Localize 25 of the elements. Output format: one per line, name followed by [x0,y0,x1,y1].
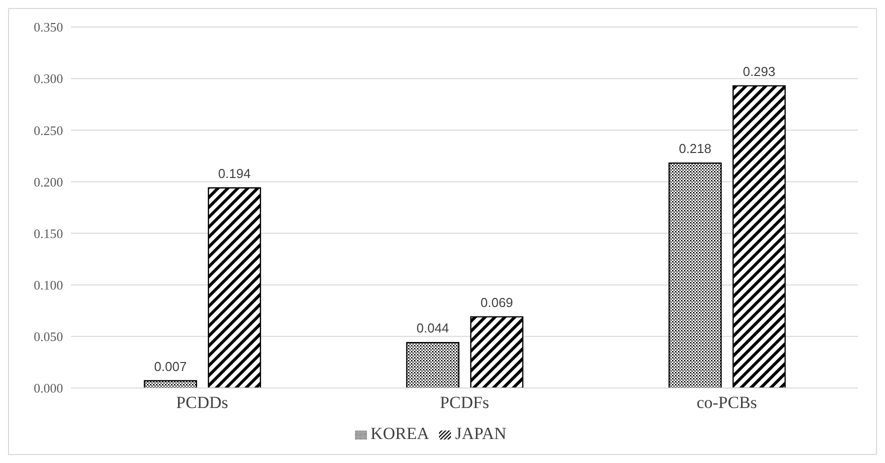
bar [144,380,198,388]
bar [668,162,722,388]
data-label: 0.218 [678,141,712,156]
bar [208,187,262,388]
x-tick-label: PCDDs [176,393,228,412]
data-label: 0.007 [154,358,187,374]
x-tick-label: PCDFs [440,393,490,412]
bar [406,342,460,388]
bar [732,85,786,388]
y-tick-label: 0.000 [34,380,63,396]
bar [470,316,524,388]
legend-label: KOREA [370,424,430,443]
data-label: 0.044 [416,320,450,336]
legend-label: JAPAN [455,424,506,443]
data-label: 0.194 [218,166,251,181]
x-tick-label: co-PCBs [696,393,758,412]
y-tick-label: 0.250 [34,122,63,138]
y-tick-label: 0.050 [34,329,63,344]
y-tick-label: 0.300 [34,71,63,86]
y-tick-label: 0.200 [34,174,63,190]
y-tick-label: 0.150 [34,226,63,241]
y-tick-label: 0.350 [34,20,63,35]
data-label: 0.069 [480,294,514,310]
data-label: 0.293 [742,64,776,79]
y-tick-label: 0.100 [34,277,63,292]
